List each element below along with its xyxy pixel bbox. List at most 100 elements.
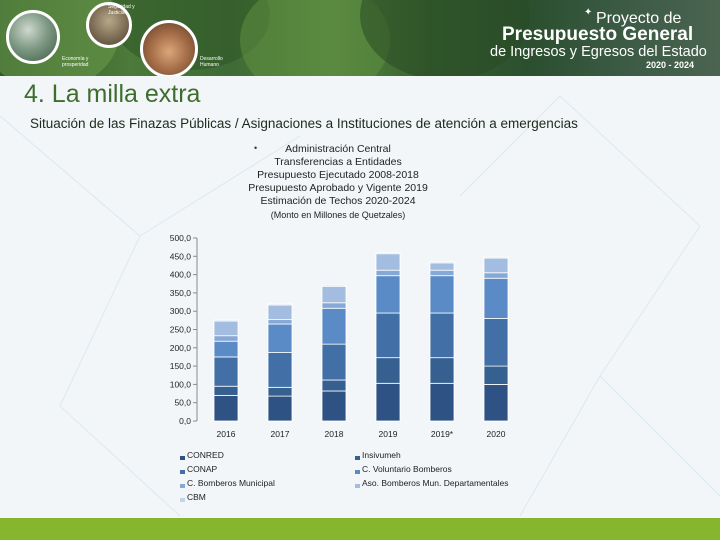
bar-segment bbox=[321, 284, 347, 287]
bar-segment bbox=[267, 323, 293, 353]
chart-title: Administración Central Transferencias a … bbox=[225, 143, 451, 208]
bar-segment bbox=[375, 253, 401, 271]
legend-swatch bbox=[355, 470, 360, 474]
legend-label: CBM bbox=[187, 492, 206, 502]
chart-unit-note: (Monto en Millones de Quetzales) bbox=[270, 210, 406, 220]
footer-bar bbox=[0, 518, 720, 540]
bar-segment bbox=[375, 275, 401, 314]
legend-swatch bbox=[180, 470, 185, 474]
bar-segment bbox=[213, 385, 239, 396]
y-tick-label: 200,0 bbox=[170, 343, 192, 353]
bar-segment bbox=[321, 307, 347, 345]
legend-swatch bbox=[180, 498, 185, 502]
bar-segment bbox=[483, 256, 509, 259]
background-network-lines bbox=[0, 95, 720, 517]
legend-swatch bbox=[355, 456, 360, 460]
legend-label: CONAP bbox=[187, 464, 218, 474]
bar-segment bbox=[267, 303, 293, 306]
legend-label: C. Bomberos Municipal bbox=[187, 478, 275, 488]
chart-title-line: Presupuesto Aprobado y Vigente 2019 bbox=[248, 182, 428, 195]
legend-label: Aso. Bomberos Mun. Departamentales bbox=[362, 478, 509, 488]
bar-segment bbox=[483, 272, 509, 279]
bar-segment bbox=[267, 304, 293, 321]
logo-line-sub: de Ingresos y Egresos del Estado bbox=[490, 44, 707, 60]
bar-segment bbox=[429, 312, 455, 359]
slide-title: 4. La milla extra bbox=[24, 80, 201, 108]
y-tick-label: 0,0 bbox=[179, 416, 191, 426]
x-tick-label: 2019 bbox=[379, 429, 398, 439]
bar-segment bbox=[321, 379, 347, 392]
logo-line-project: Proyecto de bbox=[596, 10, 682, 27]
chart-title-line: Transferencias a Entidades bbox=[274, 156, 402, 169]
bar-segment bbox=[267, 386, 293, 397]
bar-segment bbox=[213, 320, 239, 337]
photo-label-human: Desarrollo Humano bbox=[200, 56, 223, 68]
chart-legend: CONRED Insivumeh CONAP C. Voluntario Bomber… bbox=[180, 450, 580, 506]
bar-segment bbox=[429, 275, 455, 314]
bar-segment bbox=[267, 319, 293, 325]
x-tick-label: 2016 bbox=[217, 429, 236, 439]
x-tick-label: 2018 bbox=[325, 429, 344, 439]
y-tick-label: 300,0 bbox=[170, 306, 192, 316]
bar-segment bbox=[213, 394, 239, 422]
logo-line-main: Presupuesto General bbox=[502, 24, 694, 45]
y-tick-label: 400,0 bbox=[170, 270, 192, 280]
photo-label-economy: Economía y prosperidad bbox=[62, 56, 89, 68]
x-tick-label: 2020 bbox=[487, 429, 506, 439]
y-tick-label: 250,0 bbox=[170, 325, 192, 335]
child-photo bbox=[140, 20, 198, 76]
bar-segment bbox=[429, 357, 455, 384]
legend-label: Insivumeh bbox=[362, 450, 401, 460]
bar-segment bbox=[375, 269, 401, 277]
budget-logo: ✦ Proyecto de Presupuesto General de Ing… bbox=[488, 6, 720, 72]
road-photo bbox=[6, 10, 60, 64]
bar-segment bbox=[321, 390, 347, 422]
building-photo bbox=[86, 2, 132, 48]
x-tick-label: 2017 bbox=[271, 429, 290, 439]
bar-segment bbox=[483, 365, 509, 385]
legend-swatch bbox=[355, 484, 360, 488]
y-tick-label: 150,0 bbox=[170, 361, 192, 371]
bar-segment bbox=[375, 312, 401, 359]
logo-years: 2020 - 2024 bbox=[646, 60, 695, 70]
y-tick-label: 500,0 bbox=[170, 233, 192, 243]
bar-segment bbox=[483, 383, 509, 422]
bar-segment bbox=[375, 357, 401, 384]
x-axis: 2016 2017 2018 2019 2019* 2020 bbox=[217, 429, 506, 439]
y-tick-label: 50,0 bbox=[174, 398, 191, 408]
bar-segment bbox=[213, 319, 239, 322]
bar-segment bbox=[321, 285, 347, 304]
legend-swatch bbox=[180, 456, 185, 460]
bar-segment bbox=[267, 352, 293, 388]
bar-segment bbox=[321, 302, 347, 309]
bar-segment bbox=[267, 395, 293, 422]
photo-label-security: Seguridad y Justicia bbox=[108, 4, 135, 16]
y-axis: 500,0 450,0 400,0 350,0 300,0 250,0 200,0 150,0… bbox=[170, 233, 198, 426]
slide-subtitle: Situación de las Finazas Públicas / Asig… bbox=[30, 116, 578, 131]
legend-label: CONRED bbox=[187, 450, 224, 460]
bar-segment bbox=[483, 277, 509, 319]
bar-segment bbox=[213, 340, 239, 358]
y-tick-label: 100,0 bbox=[170, 379, 192, 389]
bar-segment bbox=[429, 382, 455, 422]
star-icon: ✦ bbox=[584, 7, 593, 18]
bar-segment bbox=[213, 335, 239, 342]
y-tick-label: 350,0 bbox=[170, 288, 192, 298]
y-tick-label: 450,0 bbox=[170, 251, 192, 261]
chart-title-line: Estimación de Techos 2020-2024 bbox=[260, 195, 416, 208]
bar-segment bbox=[483, 257, 509, 274]
legend-label: C. Voluntario Bomberos bbox=[362, 464, 452, 474]
chart-title-bullet: • bbox=[254, 143, 258, 153]
bar-segment bbox=[429, 269, 455, 277]
legend-swatch bbox=[180, 484, 185, 488]
chart-title-line: Presupuesto Ejecutado 2008-2018 bbox=[257, 169, 419, 182]
bar-segment bbox=[483, 318, 509, 367]
bar-segment bbox=[429, 261, 455, 264]
bar-segment bbox=[429, 262, 455, 271]
chart-title-line: Administración Central bbox=[285, 143, 391, 155]
header-banner: Seguridad y Justicia Economía y prosperi… bbox=[0, 0, 720, 76]
bar-segment bbox=[213, 356, 239, 387]
x-tick-label: 2019* bbox=[431, 429, 454, 439]
bar-segment bbox=[375, 252, 401, 255]
